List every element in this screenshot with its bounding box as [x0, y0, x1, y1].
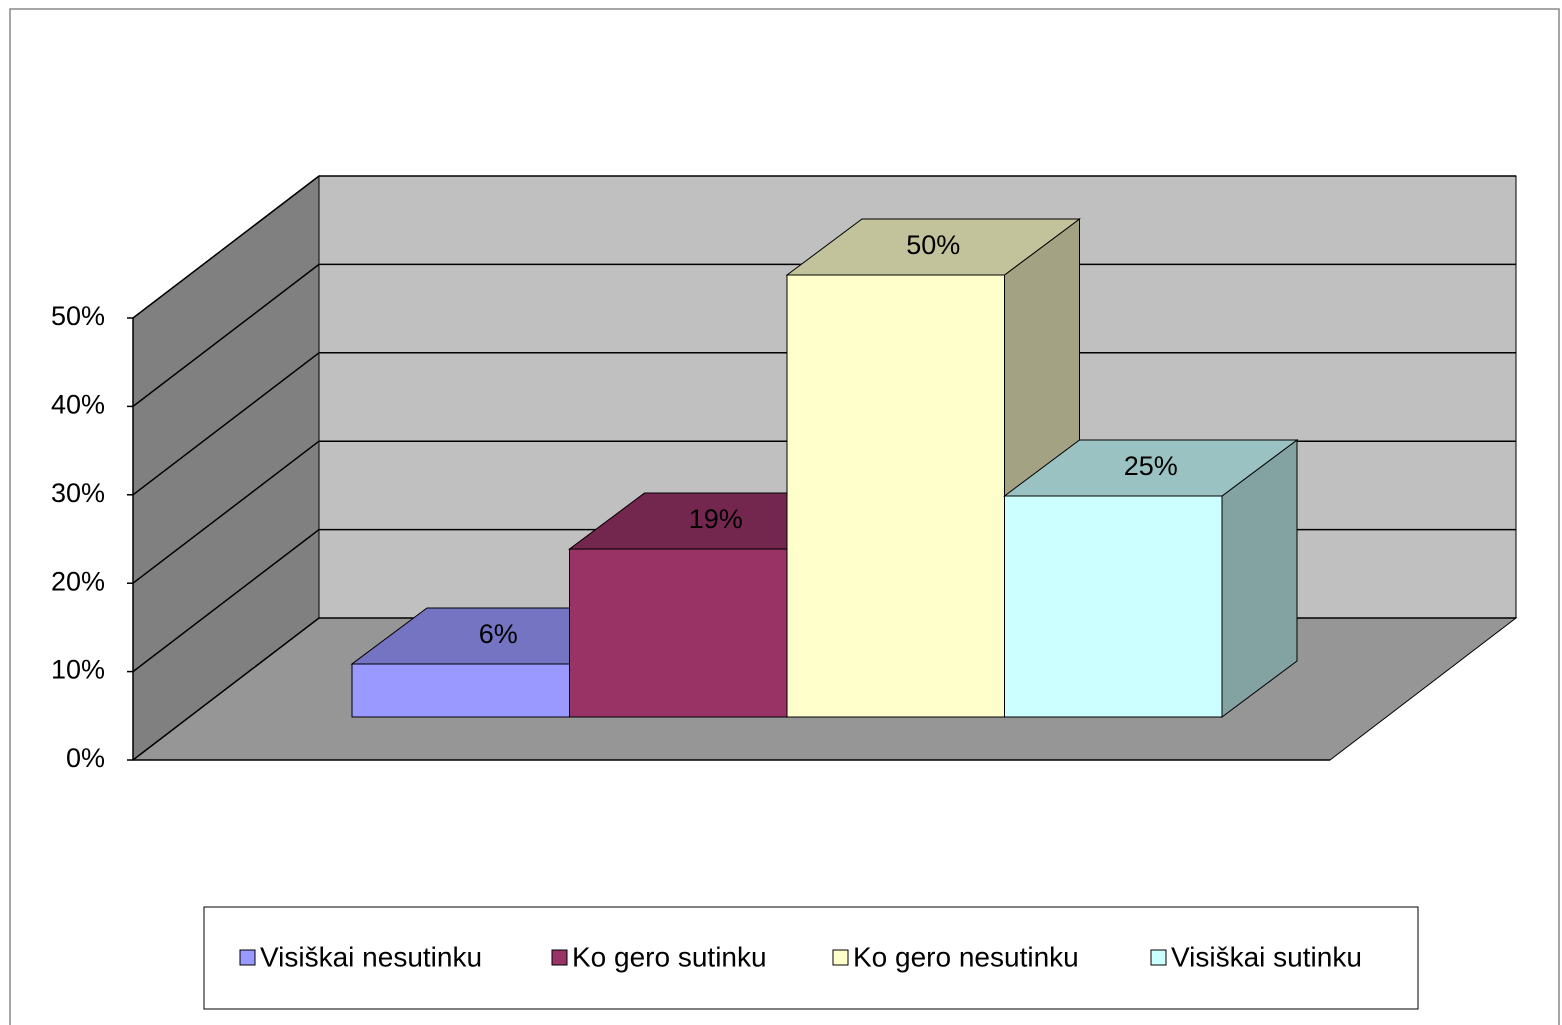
grid-line	[132, 617, 320, 761]
grid-line	[132, 175, 320, 319]
bar	[569, 548, 788, 718]
data-label: 19%	[689, 504, 743, 534]
legend-label: Ko gero sutinku	[572, 941, 767, 972]
bar-top	[785, 218, 1082, 276]
bar	[1004, 495, 1223, 718]
bar	[351, 663, 570, 718]
y-tick-label: 20%	[51, 566, 105, 596]
legend-label: Visiškai sutinku	[1171, 941, 1362, 972]
legend-swatch	[832, 949, 849, 966]
grid-line	[132, 440, 320, 584]
legend-label: Ko gero nesutinku	[853, 941, 1079, 972]
legend-label: Visiškai nesutinku	[260, 941, 482, 972]
grid-line	[132, 352, 320, 496]
legend-swatch	[239, 949, 256, 966]
grid-line	[132, 263, 320, 407]
legend-box	[203, 906, 1419, 1010]
legend-swatch	[1150, 949, 1167, 966]
y-tick-label: 30%	[51, 478, 105, 508]
y-tick-label: 0%	[66, 743, 105, 773]
y-tick-label: 50%	[51, 301, 105, 331]
y-tick-label: 40%	[51, 390, 105, 420]
legend-swatch	[551, 949, 568, 966]
y-tick-label: 10%	[51, 655, 105, 685]
data-label: 50%	[906, 230, 960, 260]
data-label: 6%	[479, 619, 518, 649]
bar	[786, 274, 1005, 718]
bar-top	[1002, 439, 1299, 497]
grid-line	[132, 529, 320, 673]
data-label: 25%	[1124, 451, 1178, 481]
